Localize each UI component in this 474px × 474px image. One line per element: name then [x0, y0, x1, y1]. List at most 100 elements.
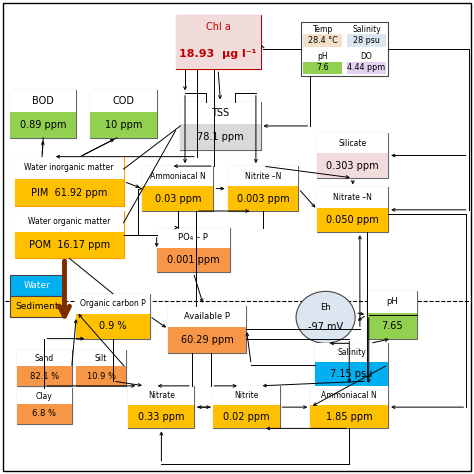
FancyBboxPatch shape: [180, 124, 261, 150]
FancyBboxPatch shape: [180, 102, 261, 124]
Text: POM  16.17 ppm: POM 16.17 ppm: [28, 240, 110, 250]
FancyBboxPatch shape: [128, 386, 194, 405]
Text: 0.9 %: 0.9 %: [99, 321, 127, 331]
Text: PIM  61.92 ppm: PIM 61.92 ppm: [31, 188, 108, 198]
Text: Nitrite –N: Nitrite –N: [245, 172, 281, 181]
Text: Salinity: Salinity: [337, 348, 366, 357]
FancyBboxPatch shape: [367, 292, 417, 313]
Text: Water organic matter: Water organic matter: [28, 217, 110, 226]
FancyBboxPatch shape: [17, 404, 72, 424]
FancyBboxPatch shape: [10, 275, 64, 296]
FancyBboxPatch shape: [91, 112, 156, 138]
FancyBboxPatch shape: [367, 292, 417, 338]
FancyBboxPatch shape: [91, 91, 156, 138]
FancyBboxPatch shape: [303, 62, 342, 74]
FancyBboxPatch shape: [15, 179, 124, 206]
FancyBboxPatch shape: [15, 211, 124, 232]
FancyBboxPatch shape: [143, 166, 213, 186]
FancyBboxPatch shape: [168, 327, 246, 353]
Text: 7.6: 7.6: [316, 64, 329, 73]
FancyBboxPatch shape: [175, 39, 261, 69]
Text: Ammoniacal N: Ammoniacal N: [321, 391, 377, 400]
Text: Silt: Silt: [95, 354, 107, 363]
Text: 4.44 ppm: 4.44 ppm: [347, 64, 385, 73]
Text: Available P: Available P: [184, 312, 230, 321]
FancyBboxPatch shape: [318, 153, 388, 178]
FancyBboxPatch shape: [318, 187, 388, 208]
FancyBboxPatch shape: [318, 133, 388, 178]
Text: 82.1 %: 82.1 %: [30, 372, 59, 381]
FancyBboxPatch shape: [213, 386, 280, 405]
Text: 60.29 ppm: 60.29 ppm: [181, 335, 234, 345]
Text: 0.003 ppm: 0.003 ppm: [237, 194, 289, 204]
FancyBboxPatch shape: [367, 313, 417, 338]
Text: 0.050 ppm: 0.050 ppm: [327, 215, 379, 225]
Text: 10.9 %: 10.9 %: [87, 372, 116, 381]
Text: 0.33 ppm: 0.33 ppm: [138, 412, 185, 422]
Text: Ammoniacal N: Ammoniacal N: [150, 172, 206, 181]
FancyBboxPatch shape: [315, 363, 388, 386]
FancyBboxPatch shape: [156, 248, 230, 273]
FancyBboxPatch shape: [301, 22, 388, 76]
Text: pH: pH: [318, 52, 328, 61]
FancyBboxPatch shape: [228, 186, 299, 211]
Text: Sand: Sand: [35, 354, 54, 363]
Text: Eh: Eh: [320, 303, 331, 312]
FancyBboxPatch shape: [76, 350, 126, 386]
FancyBboxPatch shape: [315, 343, 388, 386]
FancyBboxPatch shape: [310, 386, 388, 428]
FancyBboxPatch shape: [213, 405, 280, 428]
FancyBboxPatch shape: [17, 350, 72, 386]
FancyBboxPatch shape: [315, 343, 388, 363]
FancyBboxPatch shape: [310, 386, 388, 405]
FancyBboxPatch shape: [303, 35, 342, 47]
FancyBboxPatch shape: [91, 91, 156, 112]
FancyBboxPatch shape: [156, 228, 230, 273]
Text: DO: DO: [361, 52, 372, 61]
Text: PO₄ – P: PO₄ – P: [178, 233, 208, 242]
Text: 28 psu: 28 psu: [353, 36, 380, 45]
Text: Water inorganic matter: Water inorganic matter: [25, 164, 114, 173]
FancyBboxPatch shape: [17, 350, 72, 366]
FancyBboxPatch shape: [15, 156, 124, 179]
FancyBboxPatch shape: [347, 62, 386, 74]
Text: 7.65: 7.65: [381, 320, 402, 330]
Text: Nitrate –N: Nitrate –N: [333, 193, 372, 202]
FancyBboxPatch shape: [228, 166, 299, 186]
Text: 78.1 ppm: 78.1 ppm: [197, 132, 244, 142]
Text: 10 ppm: 10 ppm: [105, 120, 142, 130]
FancyBboxPatch shape: [228, 166, 299, 211]
Text: Salinity: Salinity: [352, 25, 381, 34]
FancyBboxPatch shape: [180, 102, 261, 150]
Text: 1.85 ppm: 1.85 ppm: [326, 412, 373, 422]
Text: 28.4 °C: 28.4 °C: [308, 36, 337, 45]
FancyBboxPatch shape: [15, 211, 124, 258]
Text: Clay: Clay: [36, 392, 53, 401]
Text: pH: pH: [386, 298, 398, 307]
FancyBboxPatch shape: [213, 386, 280, 428]
Text: Organic carbon P: Organic carbon P: [80, 299, 146, 308]
FancyBboxPatch shape: [143, 186, 213, 211]
FancyBboxPatch shape: [168, 306, 246, 353]
Text: 18.93  μg l⁻¹: 18.93 μg l⁻¹: [179, 49, 257, 59]
FancyBboxPatch shape: [318, 187, 388, 232]
FancyBboxPatch shape: [17, 366, 72, 386]
Text: Temp: Temp: [312, 25, 333, 34]
Text: 0.303 ppm: 0.303 ppm: [327, 161, 379, 171]
FancyBboxPatch shape: [143, 166, 213, 211]
FancyBboxPatch shape: [15, 232, 124, 258]
Text: 0.03 ppm: 0.03 ppm: [155, 194, 201, 204]
FancyBboxPatch shape: [15, 156, 124, 206]
Text: BOD: BOD: [32, 96, 54, 106]
Ellipse shape: [296, 292, 355, 343]
FancyBboxPatch shape: [318, 208, 388, 232]
FancyBboxPatch shape: [10, 112, 76, 138]
FancyBboxPatch shape: [175, 15, 261, 39]
Text: Nitrate: Nitrate: [148, 391, 175, 400]
Text: -97 mV: -97 mV: [308, 322, 343, 332]
FancyBboxPatch shape: [318, 133, 388, 153]
FancyBboxPatch shape: [310, 405, 388, 428]
FancyBboxPatch shape: [10, 296, 64, 318]
FancyBboxPatch shape: [128, 405, 194, 428]
FancyBboxPatch shape: [156, 228, 230, 248]
